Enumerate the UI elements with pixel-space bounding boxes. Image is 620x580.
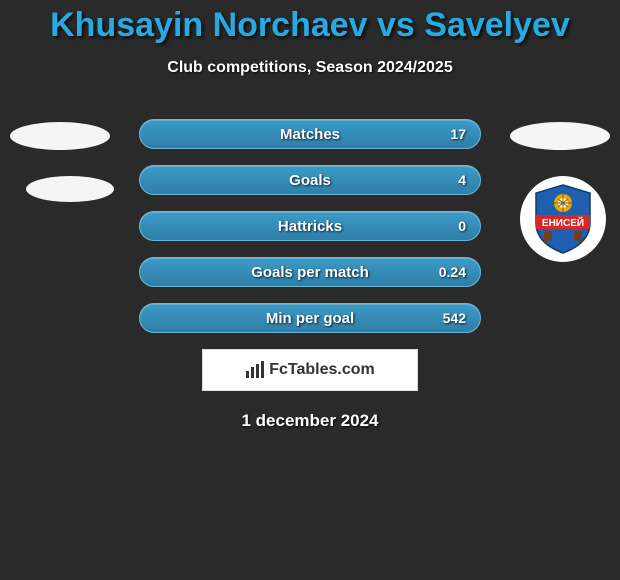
stat-row-goals-per-match: Goals per match 0.24	[139, 257, 481, 287]
stat-value-right: 0.24	[439, 264, 466, 280]
stat-label: Goals	[289, 172, 331, 189]
player2-placeholder-shape	[510, 122, 610, 150]
comparison-title: Khusayin Norchaev vs Savelyev	[0, 0, 620, 45]
stat-row-hattricks: Hattricks 0	[139, 211, 481, 241]
snapshot-date: 1 december 2024	[0, 411, 620, 431]
stat-value-right: 542	[443, 310, 466, 326]
stat-value-right: 0	[458, 218, 466, 234]
comparison-subtitle: Club competitions, Season 2024/2025	[0, 59, 620, 77]
stat-value-right: 4	[458, 172, 466, 188]
stat-row-goals: Goals 4	[139, 165, 481, 195]
stat-label: Min per goal	[266, 310, 354, 327]
stat-label: Hattricks	[278, 218, 342, 235]
fctables-site-label: FcTables.com	[269, 361, 375, 379]
fctables-branding-box[interactable]: FcTables.com	[202, 349, 418, 391]
stat-value-right: 17	[450, 126, 466, 142]
bar-chart-icon	[245, 361, 265, 379]
player1-placeholder-shape-2	[26, 176, 114, 202]
stat-row-min-per-goal: Min per goal 542	[139, 303, 481, 333]
svg-text:ЕНИСЕЙ: ЕНИСЕЙ	[542, 216, 584, 229]
player1-placeholder-shape-1	[10, 122, 110, 150]
club-logo-circle: ЕНИСЕЙ	[520, 176, 606, 262]
stat-label: Matches	[280, 126, 340, 143]
stat-label: Goals per match	[251, 264, 369, 281]
stat-row-matches: Matches 17	[139, 119, 481, 149]
enisey-club-badge-icon: ЕНИСЕЙ	[530, 183, 596, 255]
